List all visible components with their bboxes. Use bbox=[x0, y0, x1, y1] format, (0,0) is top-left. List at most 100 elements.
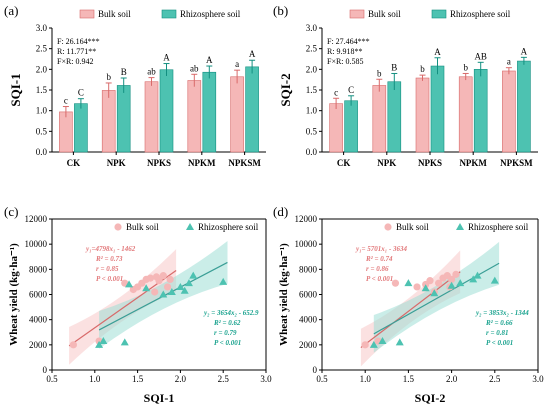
data-point-bulk bbox=[413, 283, 421, 291]
legend-label-bulk: Bulk soil bbox=[126, 222, 159, 232]
data-point-rhizo bbox=[120, 338, 129, 346]
data-point-bulk bbox=[435, 279, 443, 287]
y-tick-label: 10000 bbox=[25, 239, 48, 249]
panel-label: (c) bbox=[4, 204, 18, 219]
data-point-rhizo bbox=[473, 271, 482, 279]
significance-letter: b bbox=[377, 68, 382, 78]
x-axis-title: SQI-2 bbox=[415, 391, 446, 405]
bar bbox=[430, 65, 445, 153]
y-tick-label: 0.0 bbox=[306, 147, 318, 157]
legend-label-rhizo: Rhizosphere soil bbox=[450, 9, 511, 19]
data-point-rhizo bbox=[447, 281, 456, 289]
bar bbox=[159, 69, 174, 153]
data-point-bulk bbox=[69, 341, 77, 349]
x-tick-label: 1.5 bbox=[132, 374, 144, 384]
x-tick-label: 1.0 bbox=[360, 374, 372, 384]
category-label: NPKS bbox=[147, 158, 171, 168]
panel-c: (c) 0 2000 4000 6000 8000 10000 12000 Wheat yiel… bbox=[4, 204, 272, 405]
y-tick-label: 6000 bbox=[299, 290, 318, 300]
data-point-bulk bbox=[151, 288, 159, 296]
significance-letter: AB bbox=[474, 51, 487, 61]
legend-label-rhizo: Rhizosphere soil bbox=[198, 222, 259, 232]
data-point-rhizo bbox=[404, 279, 413, 287]
equation-bulk: P < 0.001 bbox=[366, 275, 393, 283]
significance-letter: c bbox=[64, 96, 68, 106]
bar bbox=[245, 66, 259, 153]
y-tick-label: 0 bbox=[43, 365, 48, 375]
equation-rhizo: P < 0.001 bbox=[214, 339, 241, 347]
y-tick-label: 2.5 bbox=[36, 44, 48, 54]
y-axis-title: SQI-1 bbox=[8, 73, 23, 106]
bar bbox=[187, 80, 202, 153]
significance-letter: b bbox=[463, 62, 468, 72]
y-tick-label: 8000 bbox=[299, 264, 318, 274]
legend-marker-bulk bbox=[384, 223, 392, 231]
data-point-bulk bbox=[159, 272, 167, 280]
legend-label-rhizo: Rhizosphere soil bbox=[180, 9, 241, 19]
data-point-rhizo bbox=[142, 284, 151, 292]
equation-rhizo: r = 0.81 bbox=[486, 329, 508, 337]
equation-rhizo: P < 0.001 bbox=[486, 339, 513, 347]
equation-rhizo: y₂ = 3654x₂ - 652.9 bbox=[203, 309, 259, 317]
data-point-rhizo bbox=[395, 338, 404, 346]
bar bbox=[473, 69, 488, 153]
x-tick-label: 2.0 bbox=[175, 374, 187, 384]
bar bbox=[230, 76, 244, 153]
equation-rhizo: R² = 0.62 bbox=[213, 319, 241, 327]
panel-d: (d) 0 2000 4000 6000 8000 10000 12000 Wheat yiel… bbox=[273, 204, 544, 405]
y-tick-label: 1.5 bbox=[36, 85, 48, 95]
bar bbox=[458, 76, 473, 153]
data-point-bulk bbox=[426, 277, 434, 285]
data-point-rhizo bbox=[369, 340, 378, 348]
legend-swatch-rhizo bbox=[161, 9, 177, 19]
y-tick-label: 10000 bbox=[295, 239, 318, 249]
category-label: NPKM bbox=[188, 158, 216, 168]
data-point-rhizo bbox=[456, 279, 465, 287]
data-point-rhizo bbox=[430, 289, 439, 297]
legend-label-bulk: Bulk soil bbox=[368, 9, 401, 19]
bar bbox=[74, 103, 88, 153]
category-label: NPK bbox=[377, 158, 396, 168]
category-label: NPK bbox=[107, 158, 126, 168]
y-axis-title: SQI-2 bbox=[278, 73, 293, 106]
legend-label-bulk: Bulk soil bbox=[98, 9, 131, 19]
fit-line-bulk bbox=[360, 271, 461, 349]
legend-marker-rhizo bbox=[186, 223, 194, 230]
y-tick-label: 2.0 bbox=[36, 64, 48, 74]
y-tick-label: 0.5 bbox=[306, 126, 318, 136]
x-tick-label: 3.0 bbox=[532, 374, 544, 384]
significance-letter: C bbox=[348, 85, 354, 95]
x-tick-label: 0.5 bbox=[316, 374, 328, 384]
significance-letter: A bbox=[163, 53, 170, 63]
x-tick-label: 1.0 bbox=[89, 374, 101, 384]
equation-bulk: y₁= 5701x₁ - 3634 bbox=[355, 245, 408, 253]
y-tick-label: 12000 bbox=[25, 214, 48, 224]
data-point-bulk bbox=[361, 341, 369, 349]
stat-line: F: 26.164*** bbox=[57, 37, 100, 46]
data-point-rhizo bbox=[99, 337, 108, 345]
significance-letter: B bbox=[121, 67, 127, 77]
y-tick-label: 6000 bbox=[29, 290, 48, 300]
legend-marker-bulk bbox=[114, 223, 122, 231]
bar bbox=[59, 111, 73, 153]
stat-line: R: 11.771** bbox=[57, 47, 96, 56]
bar bbox=[202, 71, 217, 153]
y-tick-label: 4000 bbox=[29, 315, 48, 325]
significance-letter: b bbox=[420, 64, 425, 74]
equation-rhizo: R² = 0.66 bbox=[485, 319, 513, 327]
legend-label-bulk: Bulk soil bbox=[396, 222, 429, 232]
category-label: NPKSM bbox=[500, 158, 533, 168]
equation-bulk: y₁=4798x₁ - 1462 bbox=[85, 245, 136, 253]
significance-letter: a bbox=[235, 59, 239, 69]
y-tick-label: 2000 bbox=[299, 340, 318, 350]
data-point-rhizo bbox=[159, 290, 168, 298]
data-point-bulk bbox=[163, 283, 172, 291]
stat-line: F: 27.464*** bbox=[327, 37, 370, 46]
significance-letter: b bbox=[106, 72, 111, 82]
data-point-rhizo bbox=[219, 277, 228, 285]
data-point-rhizo bbox=[176, 282, 185, 290]
y-tick-label: 3.0 bbox=[306, 23, 318, 33]
data-point-rhizo bbox=[378, 337, 387, 345]
x-tick-label: 1.5 bbox=[403, 374, 415, 384]
